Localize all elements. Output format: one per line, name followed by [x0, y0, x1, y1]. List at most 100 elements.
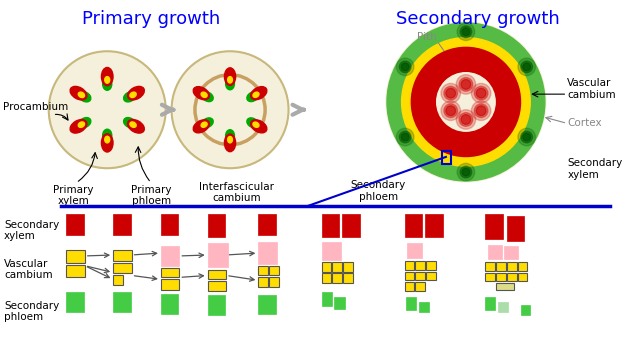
Ellipse shape — [201, 122, 207, 127]
Circle shape — [475, 104, 488, 118]
Bar — [66, 265, 85, 278]
Circle shape — [521, 131, 533, 143]
Circle shape — [411, 47, 521, 156]
Bar — [113, 250, 132, 261]
Bar — [113, 214, 131, 235]
Circle shape — [460, 166, 472, 178]
Circle shape — [460, 26, 472, 38]
Bar — [415, 261, 425, 270]
Bar — [425, 214, 442, 238]
Circle shape — [459, 78, 473, 91]
Circle shape — [518, 58, 536, 76]
Circle shape — [461, 80, 471, 89]
Bar — [521, 305, 530, 315]
Circle shape — [471, 101, 491, 120]
Circle shape — [444, 104, 457, 118]
Circle shape — [441, 101, 461, 120]
Bar — [485, 214, 503, 239]
Ellipse shape — [247, 92, 258, 102]
Bar — [322, 214, 339, 238]
Circle shape — [518, 128, 536, 146]
Circle shape — [456, 75, 476, 94]
Bar — [404, 214, 422, 238]
Circle shape — [401, 133, 409, 141]
Circle shape — [396, 128, 414, 146]
Circle shape — [521, 61, 533, 73]
Bar — [208, 295, 225, 315]
Text: Secondary
xylem: Secondary xylem — [567, 159, 623, 180]
Circle shape — [446, 106, 456, 116]
Bar — [404, 272, 415, 280]
Bar — [485, 262, 495, 270]
Circle shape — [401, 38, 530, 166]
Circle shape — [471, 84, 491, 103]
Ellipse shape — [102, 134, 113, 152]
Bar — [496, 283, 514, 290]
Circle shape — [461, 115, 471, 124]
Circle shape — [457, 23, 475, 41]
Bar — [322, 242, 341, 260]
Bar — [404, 282, 415, 291]
Ellipse shape — [79, 118, 91, 127]
Bar — [161, 214, 179, 235]
Ellipse shape — [253, 92, 259, 97]
Bar — [161, 279, 179, 290]
Bar — [208, 270, 226, 279]
Circle shape — [396, 58, 414, 76]
Ellipse shape — [226, 130, 235, 142]
Bar — [333, 262, 342, 272]
Circle shape — [387, 23, 545, 181]
Bar — [426, 261, 436, 270]
Circle shape — [172, 51, 288, 168]
Bar — [406, 297, 416, 309]
Text: Primary
phloem: Primary phloem — [131, 185, 172, 206]
Circle shape — [437, 73, 495, 131]
Bar — [161, 246, 179, 266]
Ellipse shape — [130, 122, 136, 127]
Ellipse shape — [102, 68, 113, 86]
Ellipse shape — [70, 120, 87, 133]
Circle shape — [386, 22, 546, 182]
Ellipse shape — [70, 86, 87, 100]
Bar — [442, 151, 451, 164]
Text: Primary
xylem: Primary xylem — [53, 185, 93, 206]
Bar — [404, 261, 415, 270]
Ellipse shape — [201, 92, 207, 97]
Circle shape — [399, 61, 411, 73]
Bar — [269, 278, 279, 287]
Text: Vascular
cambium: Vascular cambium — [4, 259, 52, 280]
Bar — [258, 266, 268, 275]
Bar — [269, 266, 279, 275]
Circle shape — [401, 63, 409, 71]
Ellipse shape — [105, 76, 110, 83]
Circle shape — [444, 86, 457, 100]
Circle shape — [475, 86, 488, 100]
Bar — [517, 273, 528, 281]
Bar — [415, 272, 425, 280]
Bar — [66, 292, 84, 312]
Bar — [161, 294, 179, 314]
Bar — [507, 216, 524, 241]
Bar — [408, 243, 422, 258]
Ellipse shape — [78, 122, 85, 127]
Ellipse shape — [124, 118, 135, 127]
Ellipse shape — [251, 120, 267, 133]
Text: Cortex: Cortex — [567, 118, 602, 129]
Bar — [507, 273, 517, 281]
Circle shape — [457, 163, 475, 181]
Text: Secondary
phloem: Secondary phloem — [351, 180, 406, 201]
Bar — [208, 243, 228, 267]
Ellipse shape — [193, 120, 209, 133]
Bar — [322, 274, 331, 283]
Bar — [113, 275, 123, 285]
Bar — [113, 292, 131, 312]
Bar — [208, 281, 226, 291]
Ellipse shape — [228, 137, 232, 143]
Bar — [517, 262, 528, 270]
Bar — [342, 214, 360, 238]
Bar — [496, 262, 506, 270]
Bar — [258, 295, 276, 314]
Bar — [496, 273, 506, 281]
Bar — [258, 214, 276, 235]
Bar — [498, 302, 508, 313]
